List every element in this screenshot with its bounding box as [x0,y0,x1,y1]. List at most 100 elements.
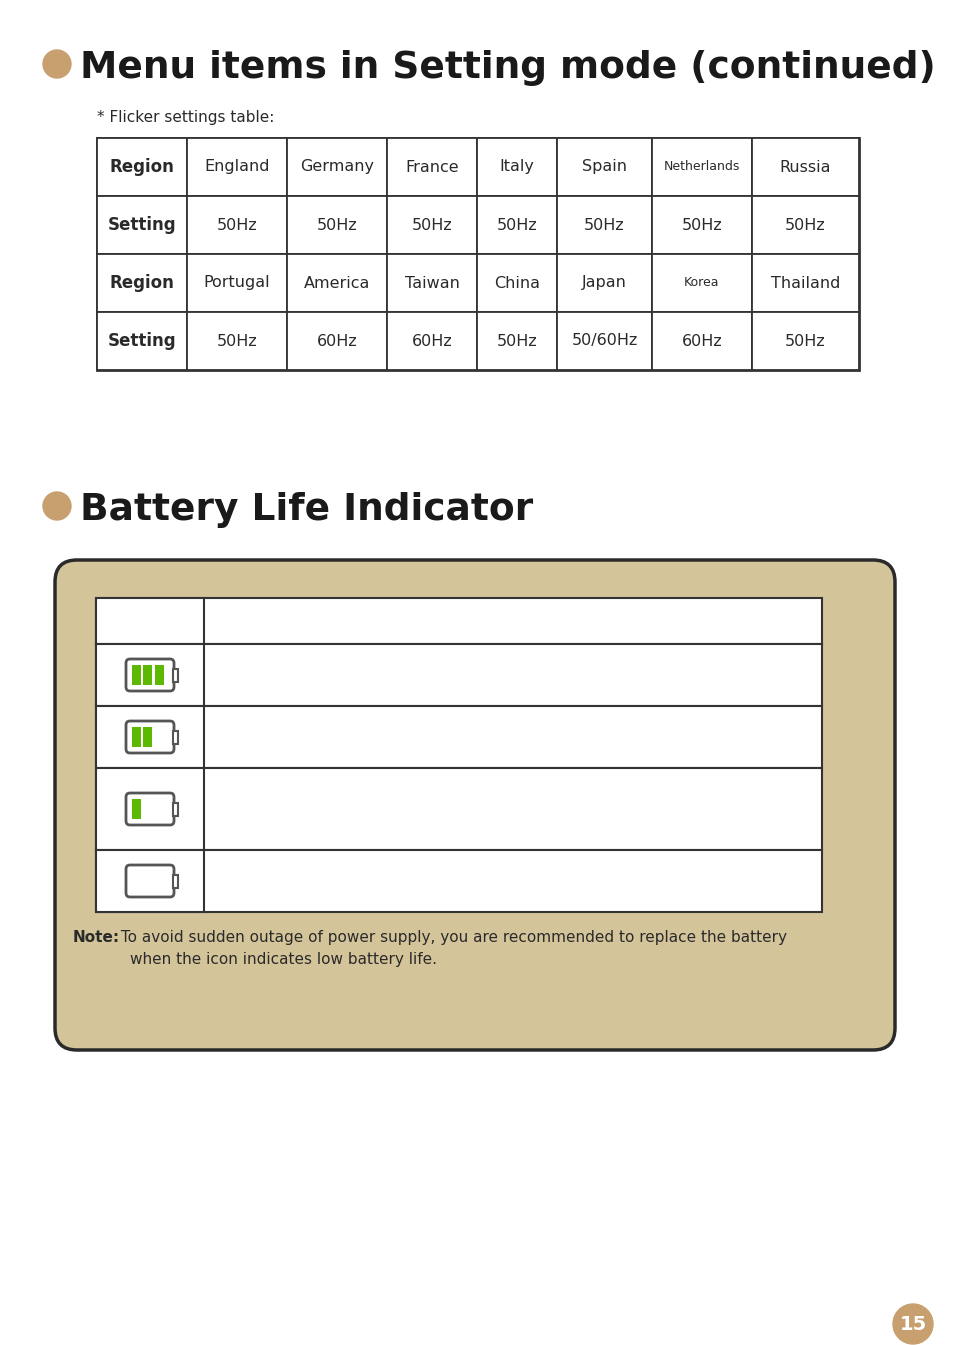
Text: To avoid sudden outage of power supply, you are recommended to replace the batte: To avoid sudden outage of power supply, … [116,929,786,946]
Bar [187,254,287,312]
FancyBboxPatch shape [55,560,894,1050]
FancyBboxPatch shape [126,721,173,753]
Bar [96,599,204,644]
Bar [96,850,204,912]
Bar [96,706,204,768]
Bar [476,254,557,312]
Text: * Flicker settings table:: * Flicker settings table: [97,110,274,125]
Bar [132,728,141,746]
Text: 50/60Hz: 50/60Hz [571,334,637,348]
FancyBboxPatch shape [126,794,173,824]
Text: 60Hz: 60Hz [411,334,452,348]
Text: 50Hz: 50Hz [497,218,537,233]
Bar [476,196,557,254]
Text: France: France [405,160,458,175]
Bar [132,799,141,819]
Bar [173,874,178,888]
Bar [387,196,476,254]
Text: Russia: Russia [779,160,830,175]
Text: Battery Life Indicator: Battery Life Indicator [80,492,533,529]
Text: Region: Region [110,274,174,292]
Circle shape [892,1305,932,1344]
Bar [187,312,287,370]
Bar [187,196,287,254]
Text: Netherlands: Netherlands [663,160,740,174]
Bar [154,664,164,685]
Bar [387,312,476,370]
Bar [557,139,651,196]
Bar [143,664,152,685]
Text: Thailand: Thailand [770,276,840,291]
Text: Japan: Japan [581,276,626,291]
Bar [557,254,651,312]
Text: Menu items in Setting mode (continued): Menu items in Setting mode (continued) [80,50,935,86]
Bar [96,706,821,768]
Bar [651,196,751,254]
Bar [173,803,178,815]
Bar [287,254,387,312]
Bar [557,196,651,254]
Text: Italy: Italy [499,160,534,175]
Text: Region: Region [110,157,174,176]
Text: America: America [303,276,370,291]
Bar [97,196,187,254]
Text: 60Hz: 60Hz [316,334,357,348]
Text: Korea: Korea [683,277,719,289]
Bar [751,254,858,312]
Text: Icon: Icon [131,612,170,629]
Text: Taiwan: Taiwan [404,276,459,291]
Bar [173,668,178,682]
Text: 50Hz: 50Hz [497,334,537,348]
Bar [287,196,387,254]
Bar [287,312,387,370]
Bar [97,139,187,196]
Text: Empty battery life: Empty battery life [218,873,356,889]
Bar [132,664,141,685]
Text: 50Hz: 50Hz [784,218,825,233]
Bar [96,768,204,850]
Text: China: China [494,276,539,291]
Text: 50Hz: 50Hz [784,334,825,348]
Text: Low battery life: Low battery life [218,785,337,802]
Circle shape [43,50,71,78]
Bar [751,312,858,370]
Text: Germany: Germany [299,160,374,175]
Bar [751,139,858,196]
Text: 50Hz: 50Hz [316,218,357,233]
Bar [387,139,476,196]
Bar [287,139,387,196]
Text: * The flash strobe and the LED lights will be disabled.”: * The flash strobe and the LED lights wi… [218,802,581,814]
Text: Full battery life: Full battery life [218,667,333,682]
Text: Moderate battery life: Moderate battery life [218,729,379,745]
Bar [187,139,287,196]
Text: 50Hz: 50Hz [216,218,257,233]
Bar [651,254,751,312]
Text: 50Hz: 50Hz [411,218,452,233]
FancyBboxPatch shape [126,865,173,897]
Bar [651,312,751,370]
Text: Description: Description [458,612,566,629]
Circle shape [43,492,71,521]
FancyBboxPatch shape [126,659,173,691]
Bar [96,644,821,706]
Text: England: England [204,160,270,175]
Text: Setting: Setting [108,217,176,234]
Bar [143,728,152,746]
Bar [651,139,751,196]
Bar [751,196,858,254]
Bar [476,139,557,196]
Text: when the icon indicates low battery life.: when the icon indicates low battery life… [130,952,436,967]
Text: 50Hz: 50Hz [216,334,257,348]
Bar [96,599,821,644]
Text: 15: 15 [899,1314,925,1333]
Text: 50Hz: 50Hz [680,218,721,233]
Bar [96,768,821,850]
Text: 50Hz: 50Hz [583,218,624,233]
Text: Note:: Note: [73,929,120,946]
Text: Spain: Spain [581,160,626,175]
Bar [557,312,651,370]
Bar [97,312,187,370]
Text: 60Hz: 60Hz [680,334,721,348]
Bar [96,850,821,912]
Text: Setting: Setting [108,332,176,350]
